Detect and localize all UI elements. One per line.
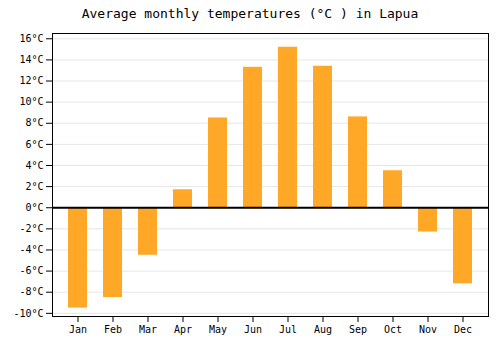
svg-text:Jun: Jun [244, 324, 262, 335]
svg-text:6°C: 6°C [25, 139, 43, 150]
svg-text:Jan: Jan [69, 324, 87, 335]
svg-text:-2°C: -2°C [19, 223, 43, 234]
svg-text:May: May [209, 324, 227, 335]
svg-text:Nov: Nov [419, 324, 437, 335]
svg-text:14°C: 14°C [19, 54, 43, 65]
svg-text:Apr: Apr [174, 324, 192, 335]
svg-text:Oct: Oct [384, 324, 402, 335]
svg-text:2°C: 2°C [25, 181, 43, 192]
svg-text:0°C: 0°C [25, 202, 43, 213]
svg-text:16°C: 16°C [19, 33, 43, 44]
svg-text:-10°C: -10°C [13, 308, 43, 319]
svg-text:Jul: Jul [279, 324, 297, 335]
svg-text:Feb: Feb [104, 324, 122, 335]
svg-text:Mar: Mar [139, 324, 157, 335]
svg-text:Dec: Dec [454, 324, 472, 335]
svg-text:10°C: 10°C [19, 96, 43, 107]
svg-text:-4°C: -4°C [19, 244, 43, 255]
svg-text:-8°C: -8°C [19, 286, 43, 297]
svg-text:4°C: 4°C [25, 160, 43, 171]
html-text:Average monthly temperatures (: Average monthly temperatures (°C ) in La… [81, 6, 419, 21]
svg-text:Aug: Aug [314, 324, 332, 335]
svg-text:8°C: 8°C [25, 117, 43, 128]
svg-text:12°C: 12°C [19, 75, 43, 86]
svg-text:-6°C: -6°C [19, 265, 43, 276]
svg-text:Sep: Sep [349, 324, 367, 335]
